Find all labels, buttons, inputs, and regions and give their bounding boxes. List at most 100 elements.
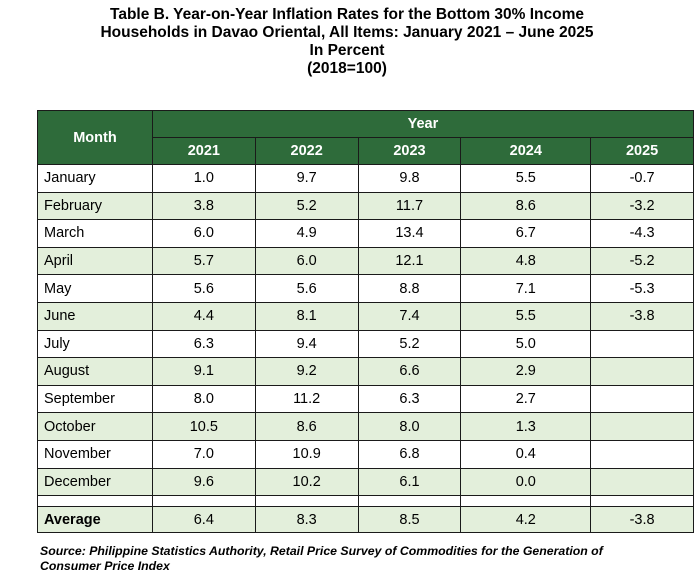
value-cell	[590, 384, 694, 414]
spacer-cell	[254, 495, 359, 507]
value-cell: 6.3	[357, 384, 462, 414]
value-cell: 3.8	[151, 191, 256, 221]
value-cell: 12.1	[357, 246, 462, 276]
value-cell: 10.5	[151, 412, 256, 441]
value-cell: 8.6	[460, 191, 592, 221]
value-cell: 8.0	[357, 412, 462, 441]
title-line-3: In Percent	[309, 42, 385, 59]
value-cell: 9.1	[151, 357, 256, 386]
table-row: July 6.3 9.4 5.2 5.0	[37, 329, 694, 359]
title-line-4: (2018=100)	[307, 60, 387, 77]
value-cell: 9.4	[254, 329, 359, 359]
value-cell: 8.8	[357, 274, 462, 303]
table-row: March 6.0 4.9 13.4 6.7 -4.3	[37, 219, 694, 248]
value-cell: 6.1	[357, 467, 462, 497]
table-row: December 9.6 10.2 6.1 0.0	[37, 467, 694, 497]
month-cell: February	[37, 191, 153, 221]
value-cell: -4.3	[590, 219, 694, 248]
month-cell: March	[37, 219, 153, 248]
month-cell: May	[37, 274, 153, 303]
average-value-cell: 8.5	[357, 506, 462, 534]
value-cell: 11.7	[357, 191, 462, 221]
value-cell: -5.3	[590, 274, 694, 303]
value-cell: 7.1	[460, 274, 592, 303]
value-cell	[590, 412, 694, 441]
year-header-2021: 2021	[151, 137, 256, 165]
value-cell: 7.4	[357, 301, 462, 331]
table-row: October 10.5 8.6 8.0 1.3	[37, 412, 694, 441]
value-cell: 6.6	[357, 357, 462, 386]
month-cell: December	[37, 467, 153, 497]
month-cell: June	[37, 301, 153, 331]
average-value-cell: -3.8	[590, 506, 694, 534]
value-cell: 1.0	[151, 164, 256, 193]
average-label: Average	[37, 506, 153, 534]
value-cell: 13.4	[357, 219, 462, 248]
value-cell: 5.0	[460, 329, 592, 359]
month-cell: January	[37, 164, 153, 193]
value-cell: -3.2	[590, 191, 694, 221]
value-cell: 6.7	[460, 219, 592, 248]
title-line-2: Households in Davao Oriental, All Items:…	[100, 24, 594, 41]
value-cell: 5.2	[254, 191, 359, 221]
value-cell: 5.7	[151, 246, 256, 276]
value-cell: 5.5	[460, 164, 592, 193]
value-cell: 2.9	[460, 357, 592, 386]
value-cell: 7.0	[151, 439, 256, 469]
value-cell: 5.6	[151, 274, 256, 303]
spacer-cell	[151, 495, 256, 507]
value-cell: 8.6	[254, 412, 359, 441]
spacer-cell	[460, 495, 592, 507]
average-value-cell: 6.4	[151, 506, 256, 534]
value-cell: -3.8	[590, 301, 694, 331]
month-cell: July	[37, 329, 153, 359]
value-cell: 9.6	[151, 467, 256, 497]
year-header: Year	[151, 110, 694, 138]
value-cell: 6.3	[151, 329, 256, 359]
value-cell: 6.0	[254, 246, 359, 276]
value-cell: 1.3	[460, 412, 592, 441]
table-title: Table B. Year-on-Year Inflation Rates fo…	[0, 6, 694, 78]
month-cell: April	[37, 246, 153, 276]
table-row: April 5.7 6.0 12.1 4.8 -5.2	[37, 246, 694, 276]
spacer-cell	[357, 495, 462, 507]
year-header-2023: 2023	[357, 137, 462, 165]
value-cell: -5.2	[590, 246, 694, 276]
value-cell: 6.8	[357, 439, 462, 469]
month-cell: October	[37, 412, 153, 441]
value-cell: 10.2	[254, 467, 359, 497]
year-header-2025: 2025	[590, 137, 694, 165]
table-row: June 4.4 8.1 7.4 5.5 -3.8	[37, 301, 694, 331]
value-cell	[590, 467, 694, 497]
spacer-row	[37, 495, 694, 507]
value-cell: 11.2	[254, 384, 359, 414]
source-line-1: Source: Philippine Statistics Authority,…	[40, 544, 603, 558]
table-row: February 3.8 5.2 11.7 8.6 -3.2	[37, 191, 694, 221]
value-cell: 8.0	[151, 384, 256, 414]
title-line-1: Table B. Year-on-Year Inflation Rates fo…	[110, 6, 584, 23]
value-cell: 10.9	[254, 439, 359, 469]
average-row: Average 6.4 8.3 8.5 4.2 -3.8	[37, 506, 694, 534]
average-value-cell: 8.3	[254, 506, 359, 534]
inflation-table: Month Year 2021 2022 2023 2024 2025 Janu…	[37, 110, 694, 534]
month-header: Month	[37, 110, 153, 165]
year-header-2024: 2024	[460, 137, 592, 165]
value-cell: 9.8	[357, 164, 462, 193]
month-cell: November	[37, 439, 153, 469]
source-note: Source: Philippine Statistics Authority,…	[40, 544, 603, 574]
month-cell: August	[37, 357, 153, 386]
value-cell: 4.9	[254, 219, 359, 248]
source-line-2: Consumer Price Index	[40, 559, 170, 573]
value-cell: 5.2	[357, 329, 462, 359]
table-body: January 1.0 9.7 9.8 5.5 -0.7 February 3.8 5.2 11.…	[37, 164, 694, 534]
value-cell: 0.4	[460, 439, 592, 469]
value-cell	[590, 329, 694, 359]
table-row: May 5.6 5.6 8.8 7.1 -5.3	[37, 274, 694, 303]
value-cell: -0.7	[590, 164, 694, 193]
value-cell: 6.0	[151, 219, 256, 248]
average-value-cell: 4.2	[460, 506, 592, 534]
value-cell: 4.8	[460, 246, 592, 276]
table-row: November 7.0 10.9 6.8 0.4	[37, 439, 694, 469]
table-row: September 8.0 11.2 6.3 2.7	[37, 384, 694, 414]
month-cell: September	[37, 384, 153, 414]
